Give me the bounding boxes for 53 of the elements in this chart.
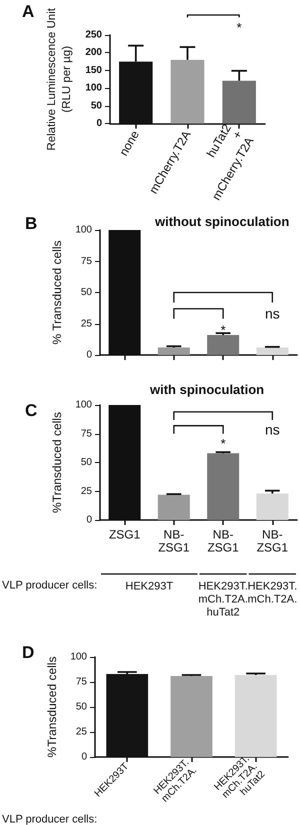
y-tick-label: 25: [76, 726, 88, 738]
y-tick-label: 50: [80, 457, 92, 468]
y-axis-title: %Transduced cells: [44, 656, 59, 758]
x-tick-label: ZSG1: [108, 528, 141, 542]
annotation: *: [220, 436, 226, 451]
chart-title: A: [22, 2, 34, 21]
y-tick-label: 0: [81, 752, 88, 762]
y-tick-label: 100: [70, 652, 88, 662]
y-tick-label: 75: [80, 256, 92, 267]
y-tick-label: 100: [85, 82, 102, 94]
text: HEK293T. mCh.T2A. huTat2: [198, 580, 248, 618]
y-tick-label: 250: [85, 30, 102, 40]
y-axis-title: % Transduced cells: [50, 240, 64, 345]
y-tick-label: 25: [80, 318, 92, 330]
bar: [256, 494, 288, 520]
text: HEK293T. mCh.T2A.: [248, 580, 298, 606]
chart-subtitle: with spinoculation: [149, 382, 264, 397]
annotation: ns: [264, 422, 280, 438]
chart-title: C: [25, 401, 38, 420]
chart-title: D: [22, 643, 34, 662]
y-tick-label: 50: [76, 702, 88, 712]
y-tick-label: 100: [75, 224, 92, 236]
y-tick-label: 200: [85, 47, 102, 58]
text: *: [236, 20, 242, 35]
y-tick-label: 0: [96, 118, 102, 130]
bar: [222, 80, 256, 124]
annotation: ns: [264, 306, 280, 322]
bar: [256, 348, 288, 355]
x-tick-label: NB- ZSG1: [158, 528, 190, 554]
bar: [158, 348, 190, 355]
y-tick-label: 100: [75, 400, 92, 410]
y-tick-label: 25: [80, 486, 92, 497]
bar: [207, 335, 240, 355]
y-tick-label: 0: [86, 350, 92, 360]
y-tick-label: 50: [80, 287, 92, 298]
y-tick-label: 0: [86, 514, 92, 526]
y-tick-label: 75: [76, 676, 88, 688]
y-tick-label: 50: [90, 100, 102, 112]
x-axis-title: VLP producer cells:: [2, 580, 98, 592]
bar: [158, 494, 190, 520]
x-tick-label: NB- ZSG1: [256, 528, 288, 554]
chart-subtitle: without spinoculation: [154, 214, 290, 229]
bar: [207, 453, 240, 520]
bar: [170, 60, 204, 124]
x-tick-label: NB- ZSG1: [207, 528, 240, 554]
text: HEK293T: [125, 580, 174, 592]
y-axis-title: Relative Luminescence Unit (RLU per µg): [46, 7, 73, 151]
y-axis-title: %Transduced cells: [50, 412, 64, 513]
annotation: *: [220, 322, 226, 338]
chart-title: B: [25, 214, 38, 233]
x-axis-title: VLP producer cells:: [2, 814, 98, 825]
y-tick-label: 75: [80, 428, 92, 440]
y-tick-label: 150: [85, 64, 102, 76]
